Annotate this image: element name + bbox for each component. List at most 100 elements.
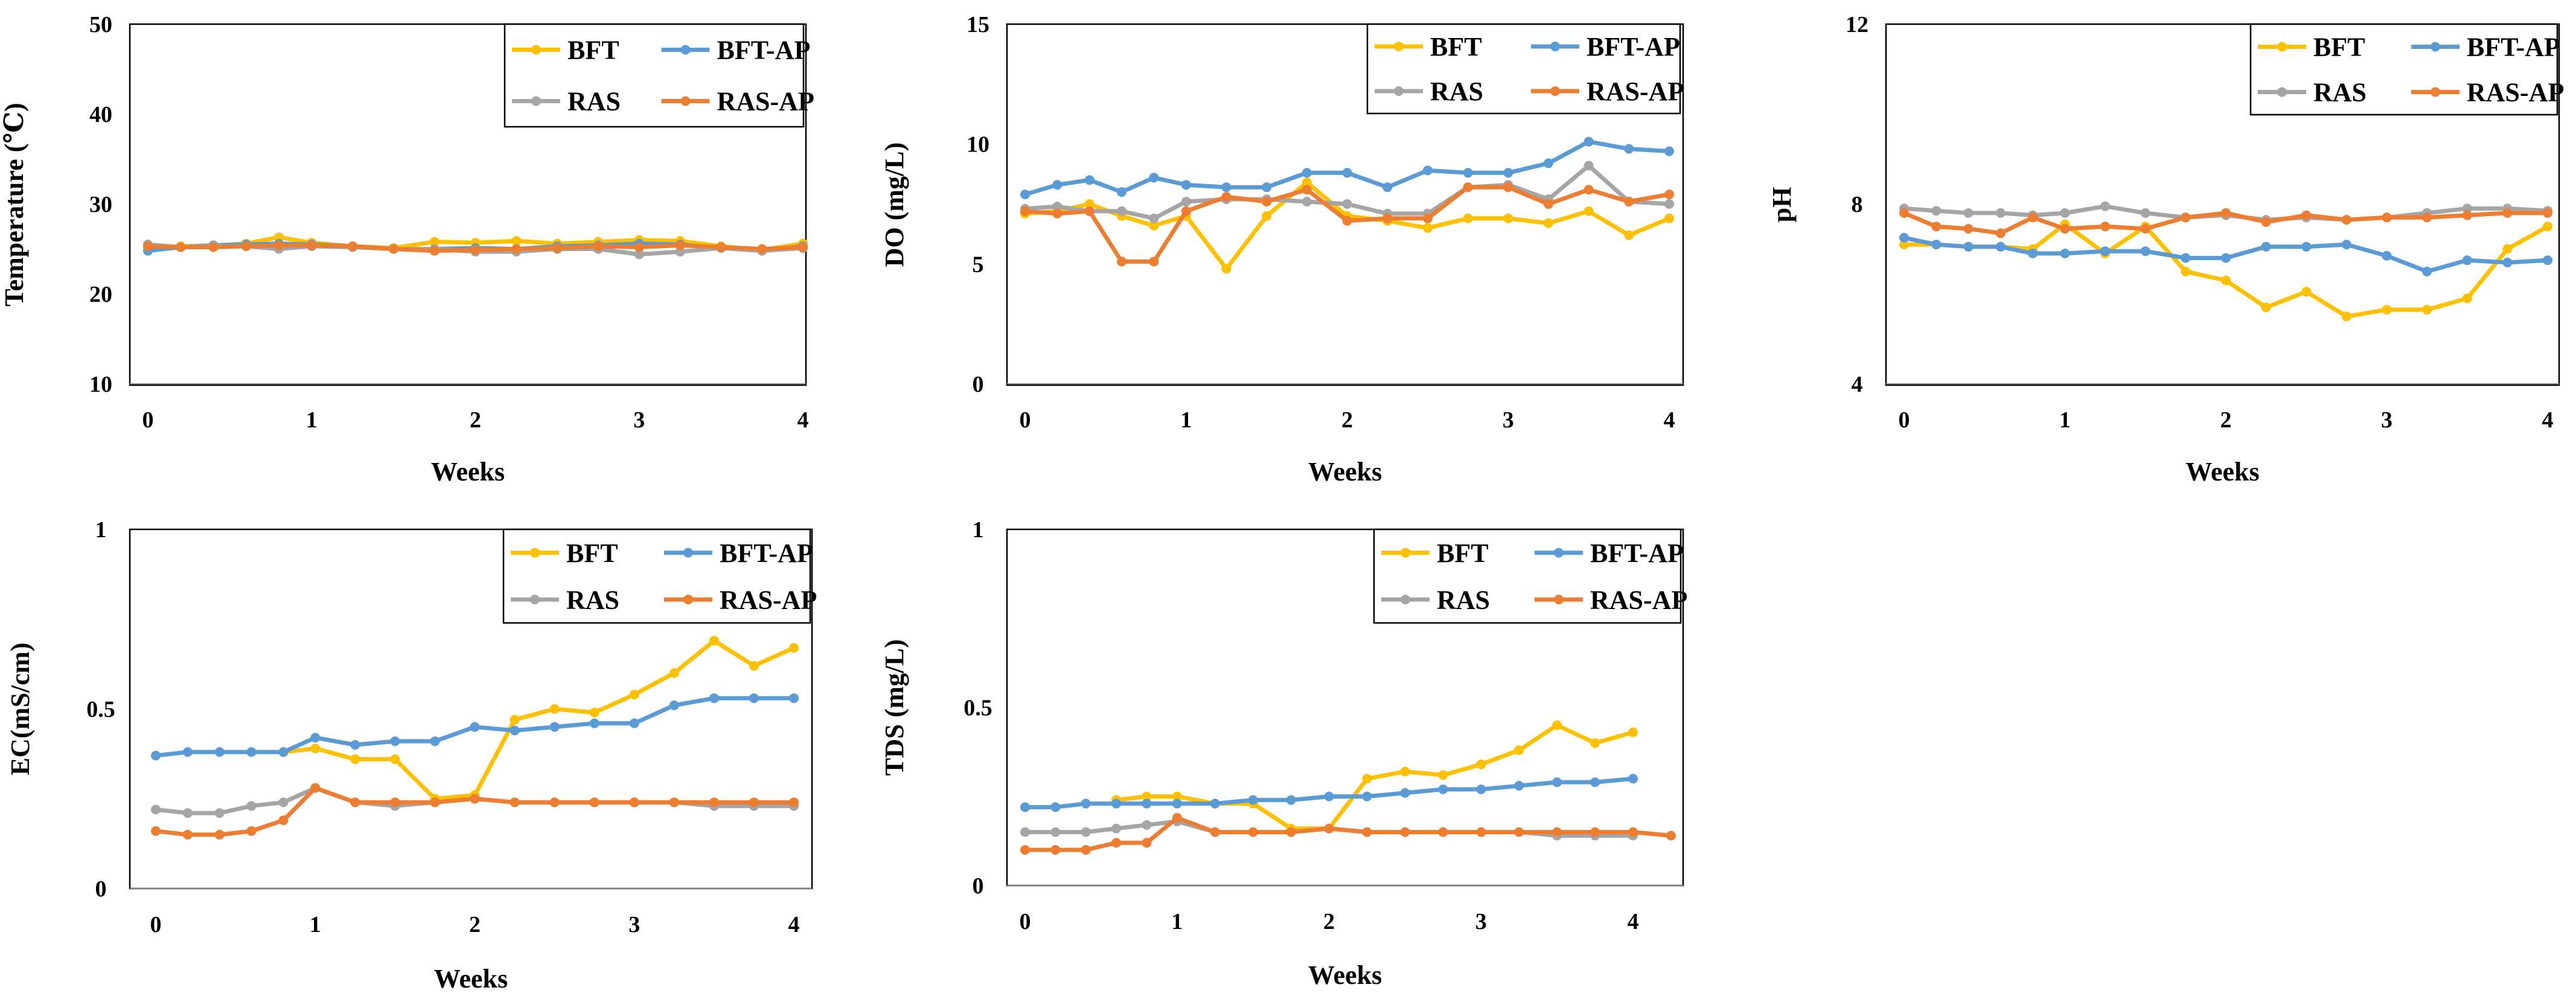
x-tick-label: 0 (1020, 909, 1031, 934)
data-point (1248, 827, 1258, 837)
data-point (709, 797, 719, 808)
data-point (1286, 827, 1296, 837)
data-point (675, 240, 685, 250)
data-point (1438, 770, 1448, 780)
data-point (2502, 257, 2513, 267)
x-tick-label: 3 (633, 407, 645, 433)
series-line (1023, 185, 1672, 264)
data-point (510, 715, 520, 725)
legend-marker (2431, 87, 2440, 97)
legend-label: RAS-AP (1587, 77, 1684, 106)
data-point (278, 797, 289, 808)
legend-box (1373, 528, 1682, 624)
data-point (1664, 213, 1674, 223)
data-point (1117, 187, 1127, 197)
legend-marker (2277, 42, 2287, 52)
data-point (2060, 224, 2070, 234)
data-point (1666, 831, 1676, 841)
data-point (1117, 206, 1127, 216)
data-point (549, 722, 560, 732)
y-axis-title: pH (1767, 187, 1797, 223)
data-point (629, 689, 639, 700)
series-bft (278, 636, 799, 804)
data-point (1995, 228, 2006, 238)
x-tick-label: 2 (1341, 407, 1353, 433)
data-point (1463, 182, 1473, 193)
plot-area-frame (1885, 23, 2560, 386)
data-point (1400, 827, 1410, 837)
legend-item-ras-ap: RAS-AP (2411, 78, 2564, 107)
y-tick-label: 12 (1846, 12, 1868, 37)
x-tick-label: 2 (469, 912, 481, 937)
legend: BFT BFT-AP RAS RAS-AP (1373, 528, 1687, 624)
data-point (2502, 244, 2513, 254)
series-ras-ap (151, 783, 799, 840)
legend-box (2249, 23, 2558, 116)
data-point (1342, 215, 1352, 226)
data-point (1438, 784, 1448, 794)
series-ras-ap (1899, 208, 2552, 238)
data-point (1584, 185, 1594, 195)
legend-item-bft: BFT (1381, 538, 1489, 568)
data-point (1400, 788, 1410, 798)
series-line (145, 243, 805, 253)
data-point (278, 815, 289, 825)
data-point (2382, 212, 2392, 223)
data-point (2028, 248, 2038, 258)
data-point (2140, 224, 2150, 234)
data-point (388, 244, 398, 254)
data-point (1111, 823, 1121, 834)
legend-label: BFT-AP (2467, 33, 2560, 62)
data-point (214, 829, 225, 840)
data-point (1111, 799, 1121, 809)
x-tick-label: 3 (628, 912, 640, 937)
data-point (1111, 838, 1121, 848)
legend-item-bft: BFT (511, 538, 618, 568)
y-tick-label: 0 (973, 873, 984, 899)
data-point (1221, 264, 1232, 274)
legend-item-bft-ap: BFT-AP (664, 538, 813, 568)
legend-label: RAS-AP (720, 585, 817, 614)
data-point (1584, 206, 1594, 216)
data-point (629, 718, 639, 729)
data-point (749, 693, 759, 703)
data-point (1324, 823, 1334, 834)
data-point (1543, 158, 1553, 168)
data-point (350, 740, 360, 750)
data-point (1995, 241, 2006, 252)
legend-label: BFT-AP (1587, 32, 1680, 62)
plot-area-frame (129, 23, 807, 386)
data-point (1543, 199, 1553, 209)
data-point (1590, 777, 1600, 787)
data-point (757, 244, 767, 254)
data-point (1020, 802, 1030, 812)
legend-marker (530, 547, 540, 558)
y-axis-title: TDS (mg/L) (880, 639, 909, 776)
data-point (2140, 246, 2150, 257)
data-point (1476, 759, 1486, 770)
legend-marker (680, 96, 691, 106)
data-point (2301, 210, 2312, 220)
data-point (1422, 213, 1433, 223)
data-point (1503, 213, 1513, 223)
series-bft-ap (151, 693, 799, 761)
data-point (2221, 275, 2231, 286)
data-point (789, 693, 799, 703)
data-point (182, 747, 193, 757)
data-point (1342, 199, 1352, 209)
data-point (1476, 827, 1486, 837)
data-point (1081, 827, 1091, 837)
data-point (1262, 197, 1272, 206)
data-point (1590, 738, 1600, 748)
data-point (669, 700, 679, 710)
data-point (246, 801, 257, 811)
x-tick-label: 3 (1503, 407, 1514, 433)
data-point (1899, 208, 1909, 218)
data-point (1248, 795, 1258, 805)
legend: BFT BFT-AP RAS RAS-AP (502, 528, 817, 624)
series-line (1023, 776, 1635, 809)
series-bft-ap (1020, 774, 1638, 812)
data-point (1628, 827, 1638, 837)
data-point (1422, 223, 1433, 233)
